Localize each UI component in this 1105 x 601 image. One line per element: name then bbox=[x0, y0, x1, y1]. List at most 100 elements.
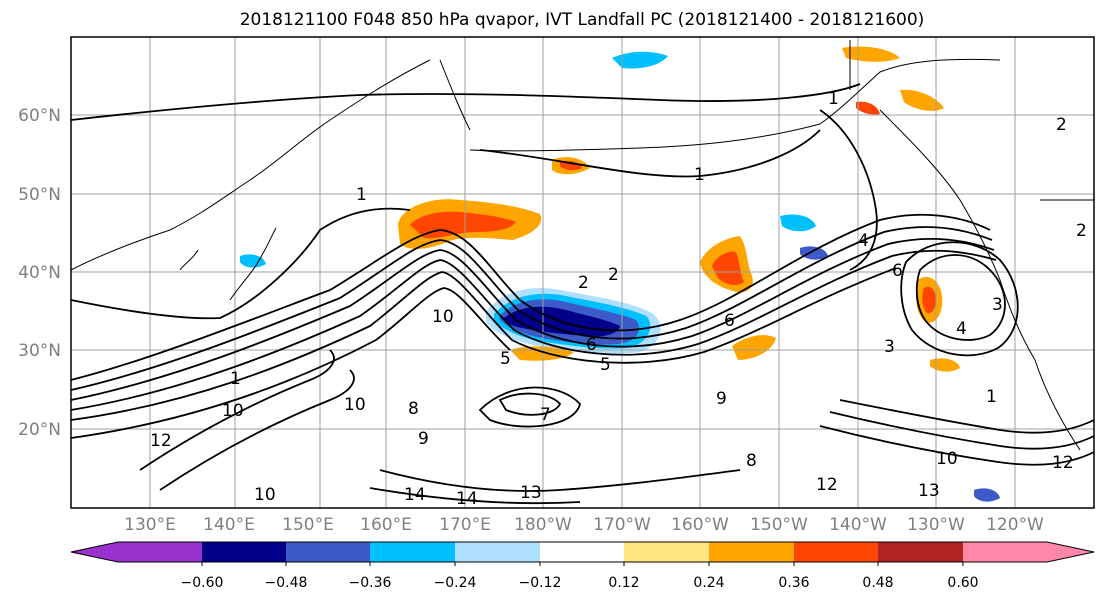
lat-label: 40°N bbox=[18, 263, 61, 283]
colorbar-tick-label: −0.48 bbox=[265, 575, 308, 591]
contour-label: 9 bbox=[716, 389, 727, 409]
contour-label: 14 bbox=[404, 485, 426, 505]
contour-label: 5 bbox=[600, 355, 611, 375]
lon-label: 140°E bbox=[203, 515, 255, 535]
contour-line bbox=[819, 109, 878, 271]
shade-cyan-north bbox=[780, 214, 816, 232]
shade-orange-southeast bbox=[930, 358, 960, 372]
coastline-aleutians bbox=[469, 123, 821, 152]
colorbar-segment bbox=[455, 542, 541, 562]
contour-line bbox=[478, 386, 581, 428]
colorbar-tick-label: 0.24 bbox=[693, 575, 724, 591]
contour-label: 2 bbox=[578, 273, 589, 293]
contour-label: 3 bbox=[992, 295, 1003, 315]
coastline-kamchatka bbox=[439, 59, 471, 131]
map-panel: 2 2 2 1 1 6 6 4 4 5 5 10 10 10 10 8 8 14… bbox=[70, 36, 1095, 509]
contour-label: 1 bbox=[828, 89, 839, 109]
contour-lines bbox=[70, 83, 1095, 505]
colorbar-tick-label: 0.12 bbox=[608, 575, 639, 591]
contour-line bbox=[70, 287, 511, 439]
contour-label: 12 bbox=[816, 475, 838, 495]
colorbar-extend-max bbox=[1046, 542, 1094, 562]
lon-label: 180°W bbox=[514, 515, 572, 535]
colorbar-tick-labels: −0.60 −0.48 −0.36 −0.24 −0.12 0.12 0.24 … bbox=[181, 575, 979, 591]
shade-redorange-gulf bbox=[712, 251, 744, 285]
lon-axis: 130°E 140°E 150°E 160°E 170°E 180°W 170°… bbox=[124, 515, 1044, 535]
contour-line bbox=[70, 207, 411, 320]
gridlines bbox=[71, 37, 1094, 508]
lat-label: 20°N bbox=[18, 420, 61, 440]
contour-line bbox=[70, 267, 897, 421]
contour-label: 13 bbox=[520, 483, 542, 503]
contour-line bbox=[379, 469, 741, 492]
contour-line bbox=[479, 129, 821, 178]
shade-redorange-north-pacific bbox=[410, 211, 516, 239]
lon-label: 140°W bbox=[829, 515, 887, 535]
colorbar-extend-min bbox=[71, 542, 119, 562]
colorbar-tick-label: 0.48 bbox=[862, 575, 893, 591]
shade-orange-bering bbox=[842, 46, 900, 62]
contour-label: 8 bbox=[408, 399, 419, 419]
colorbar-tick-label: 0.36 bbox=[778, 575, 809, 591]
shade-cyan-kamchatka bbox=[612, 51, 668, 69]
shade-redorange-alaska bbox=[856, 101, 880, 115]
colorbar-tick-label: 0.60 bbox=[947, 575, 978, 591]
shade-cyan-southeast bbox=[974, 488, 1000, 502]
contour-line bbox=[369, 487, 581, 505]
lon-label: 130°E bbox=[124, 515, 176, 535]
coastline-alaska bbox=[819, 58, 1001, 125]
coastline-korea bbox=[179, 249, 199, 271]
shading-layer bbox=[240, 46, 1000, 502]
contour-label: 6 bbox=[892, 261, 903, 281]
colorbar-segment bbox=[878, 542, 964, 562]
contour-line bbox=[139, 349, 335, 471]
contour-label: 9 bbox=[418, 429, 429, 449]
contour-label: 3 bbox=[884, 337, 895, 357]
contour-label: 6 bbox=[724, 311, 735, 331]
contour-label: 1 bbox=[986, 387, 997, 407]
lon-label: 170°W bbox=[593, 515, 651, 535]
lon-label: 150°W bbox=[750, 515, 808, 535]
contour-label: 2 bbox=[1056, 115, 1067, 135]
coastline-japan bbox=[229, 227, 277, 301]
colorbar-segment bbox=[709, 542, 795, 562]
contour-label: 10 bbox=[936, 449, 958, 469]
lat-label: 60°N bbox=[18, 106, 61, 126]
contour-line bbox=[70, 226, 993, 391]
contour-label: 6 bbox=[586, 335, 597, 355]
coastlines bbox=[70, 40, 1094, 451]
shade-cyan-west bbox=[240, 254, 266, 268]
coastline-mexico bbox=[1034, 359, 1081, 451]
colorbar-segment bbox=[624, 542, 710, 562]
contour-label: 10 bbox=[432, 307, 454, 327]
colorbar-segment bbox=[202, 542, 287, 562]
contour-label: 13 bbox=[918, 481, 940, 501]
shade-cyan-north2 bbox=[800, 246, 828, 260]
lon-label: 150°E bbox=[282, 515, 334, 535]
contour-label: 10 bbox=[344, 395, 366, 415]
contour-line bbox=[70, 213, 991, 381]
contour-line bbox=[70, 249, 997, 411]
coastline-na-west bbox=[879, 109, 1036, 361]
shade-redorange-east bbox=[922, 286, 936, 314]
contour-label: 1 bbox=[230, 369, 241, 389]
colorbar-segment bbox=[540, 542, 625, 562]
shade-orange-sc bbox=[732, 335, 776, 360]
colorbar-segment bbox=[963, 542, 1048, 562]
contour-line bbox=[900, 241, 1019, 357]
contour-label: 10 bbox=[254, 485, 276, 505]
contour-line bbox=[70, 237, 995, 401]
colorbar-tick-label: −0.24 bbox=[434, 575, 477, 591]
contour-label: 7 bbox=[540, 405, 551, 425]
map-frame bbox=[70, 36, 1095, 509]
contour-label-group: 2 2 2 1 1 6 6 4 4 5 5 10 10 10 10 8 8 14… bbox=[150, 89, 1087, 509]
colorbar-segment bbox=[794, 542, 879, 562]
colorbar: −0.60 −0.48 −0.36 −0.24 −0.12 0.12 0.24 … bbox=[70, 541, 1095, 591]
contour-label: 2 bbox=[1076, 221, 1087, 241]
contour-label: 10 bbox=[222, 401, 244, 421]
lon-label: 120°W bbox=[986, 515, 1044, 535]
lon-label: 160°E bbox=[360, 515, 412, 535]
contour-line bbox=[839, 399, 1095, 434]
lat-axis: 60°N 50°N 40°N 30°N 20°N bbox=[18, 106, 61, 440]
